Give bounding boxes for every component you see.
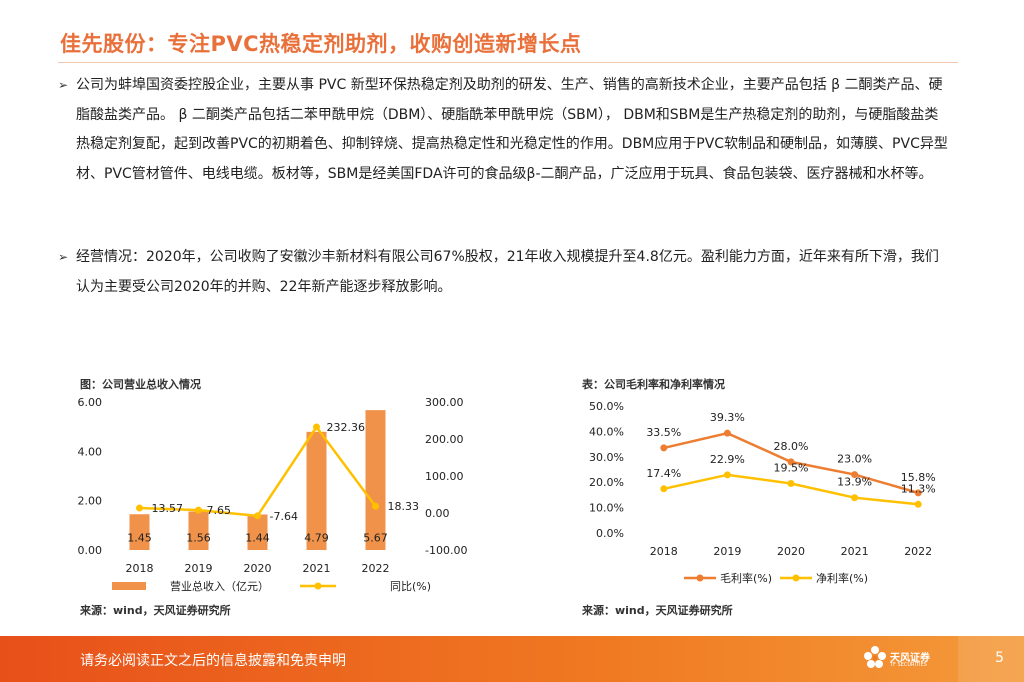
title-divider: [58, 62, 958, 63]
left-axis-tick-label: 6.00: [78, 396, 103, 409]
x-axis-tick-label: 2021: [303, 562, 331, 575]
margin-chart: 0.0% 10.0% 20.0% 30.0% 40.0% 50.0% 2018 2019 202…: [589, 400, 936, 585]
margin-point: [914, 500, 922, 508]
left-axis-tick-label: 4.00: [78, 445, 103, 458]
yoy-label: 18.33: [388, 500, 420, 513]
bullet-arrow-icon: ➢: [58, 78, 69, 92]
revenue-bar-label: 1.45: [127, 532, 152, 545]
margin-data-label: 39.3%: [710, 411, 745, 424]
margin-chart-title: 表：公司毛利率和净利率情况: [582, 378, 725, 391]
yoy-point: [313, 423, 320, 431]
left-axis-tick-label: 2.00: [78, 495, 103, 508]
legend-revenue-label: 营业总收入（亿元）: [170, 579, 269, 593]
yoy-label: -7.64: [270, 510, 298, 523]
company-logo: 天风证券 TF SECURITIES: [862, 644, 952, 674]
x-axis-tick-label: 2022: [362, 562, 390, 575]
revenue-bar-label: 1.56: [186, 532, 211, 545]
revenue-bar: [306, 431, 327, 550]
yoy-label: 232.36: [327, 421, 366, 434]
paragraph-text: 经营情况：2020年，公司收购了安徽沙丰新材料有限公司67%股权，21年收入规模…: [76, 249, 939, 295]
margin-data-label: 22.9%: [710, 453, 745, 466]
paragraph-company-profile: ➢ 公司为蚌埠国资委控股企业，主要从事 PVC 新型环保热稳定剂及助剂的研发、生…: [58, 71, 948, 189]
logo-name: 天风证券: [890, 653, 930, 664]
revenue-bar: [188, 511, 209, 550]
paragraph-text: 公司为蚌埠国资委控股企业，主要从事 PVC 新型环保热稳定剂及助剂的研发、生产、…: [76, 77, 948, 182]
y-axis-tick-label: 20.0%: [589, 476, 624, 489]
legend-gross-label: 毛利率(%): [720, 571, 772, 585]
y-axis-tick-label: 50.0%: [589, 400, 624, 413]
margin-point: [660, 444, 668, 452]
paragraph-operations: ➢ 经营情况：2020年，公司收购了安徽沙丰新材料有限公司67%股权，21年收入…: [58, 243, 948, 302]
legend-net-label: 净利率(%): [816, 571, 868, 585]
y-axis-tick-label: 30.0%: [589, 451, 624, 464]
margin-data-label: 11.3%: [901, 482, 936, 495]
margin-point: [660, 485, 668, 493]
y-axis-tick-label: 0.0%: [596, 527, 624, 540]
revenue-chart-source: 来源：wind，天风证券研究所: [80, 604, 231, 617]
margin-point: [787, 458, 795, 466]
revenue-bar-label: 1.44: [245, 532, 270, 545]
footer-disclaimer: 请务必阅读正文之后的信息披露和免责申明: [80, 653, 346, 669]
margin-data-label: 15.8%: [901, 471, 936, 484]
revenue-chart-title: 图：公司营业总收入情况: [80, 378, 201, 391]
margin-data-label: 17.4%: [646, 467, 681, 480]
x-axis-tick-label: 2018: [650, 545, 678, 558]
margin-point: [723, 471, 731, 479]
footer-bar: 请务必阅读正文之后的信息披露和免责申明 天风证券 TF SECURITIES 5: [0, 636, 1024, 682]
revenue-bar: [365, 410, 386, 550]
legend-net-marker: [792, 574, 800, 582]
yoy-point: [195, 506, 202, 514]
right-axis-tick-label: 0.00: [425, 507, 450, 520]
revenue-chart: 0.00 2.00 4.00 6.00 -100.00 0.00 100.00 200.00 3…: [78, 396, 468, 593]
yoy-point: [254, 512, 261, 520]
margin-data-label: 33.5%: [646, 426, 681, 439]
legend-yoy-label: 同比(%): [390, 580, 431, 593]
right-axis-tick-label: 300.00: [425, 396, 464, 409]
revenue-bar-label: 5.67: [363, 532, 388, 545]
margin-point: [723, 429, 731, 437]
bullet-arrow-icon: ➢: [58, 250, 69, 264]
margin-point: [914, 489, 922, 497]
flower-logo-icon: [864, 646, 886, 668]
footer-decoration: [958, 636, 1024, 682]
legend-gross-marker: [696, 574, 704, 582]
legend-revenue-swatch: [112, 582, 146, 590]
revenue-bar-label: 4.79: [304, 532, 329, 545]
yoy-point: [372, 502, 379, 510]
x-axis-tick-label: 2021: [841, 545, 869, 558]
margin-point: [851, 494, 859, 502]
page-title: 佳先股份：专注PVC热稳定剂助剂，收购创造新增长点: [60, 32, 582, 56]
logo-subtitle: TF SECURITIES: [890, 662, 927, 668]
left-axis-tick-label: 0.00: [78, 544, 103, 557]
right-axis-tick-label: -100.00: [425, 544, 467, 557]
yoy-label: 7.65: [207, 504, 232, 517]
margin-point: [787, 479, 795, 487]
x-axis-tick-label: 2019: [713, 545, 741, 558]
y-axis-tick-label: 40.0%: [589, 425, 624, 438]
margin-chart-source: 来源：wind，天风证券研究所: [582, 604, 733, 617]
margin-data-label: 19.5%: [774, 461, 809, 474]
right-axis-tick-label: 100.00: [425, 470, 464, 483]
x-axis-tick-label: 2020: [244, 562, 272, 575]
x-axis-tick-label: 2019: [185, 562, 213, 575]
revenue-bar: [129, 514, 150, 550]
x-axis-tick-label: 2018: [126, 562, 154, 575]
margin-data-label: 28.0%: [774, 440, 809, 453]
x-axis-tick-label: 2022: [904, 545, 932, 558]
revenue-bar: [247, 514, 268, 550]
margin-data-label: 13.9%: [837, 476, 872, 489]
yoy-label: 13.57: [152, 502, 184, 515]
legend-yoy-marker: [314, 582, 322, 590]
margin-line: [663, 473, 919, 506]
x-axis-tick-label: 2020: [777, 545, 805, 558]
right-axis-tick-label: 200.00: [425, 433, 464, 446]
page-number: 5: [995, 650, 1004, 666]
y-axis-tick-label: 10.0%: [589, 502, 624, 515]
margin-data-label: 23.0%: [837, 453, 872, 466]
yoy-point: [136, 504, 143, 512]
margin-point: [851, 471, 859, 479]
